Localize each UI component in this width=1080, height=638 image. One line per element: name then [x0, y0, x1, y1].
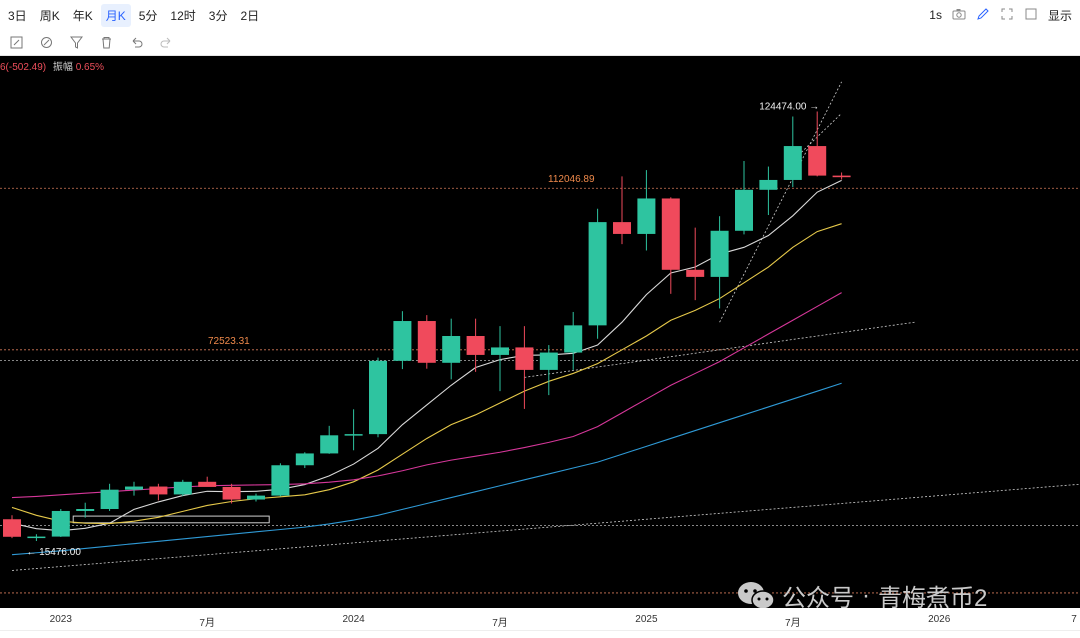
candle-body-0	[3, 519, 21, 537]
candle-body-5	[125, 486, 143, 490]
annotation-0: 124474.00 →	[759, 101, 819, 112]
indicator-strip	[0, 630, 1080, 638]
level-label-1: 72523.31	[208, 336, 250, 347]
candle-body-20	[491, 347, 509, 355]
candle-body-26	[637, 198, 656, 234]
ma-line-0	[11, 179, 842, 532]
candle-body-31	[759, 179, 778, 190]
candle-body-29	[710, 230, 729, 277]
candle-body-23	[564, 325, 583, 353]
candle-body-22	[539, 352, 558, 370]
interval-tab-7[interactable]: 2日	[240, 8, 260, 23]
ma-line-3	[11, 382, 842, 556]
wechat-icon	[738, 581, 775, 610]
candle-body-9	[222, 486, 241, 500]
watermark-brand: 公众号	[782, 585, 854, 612]
watermark-name: 青梅煮币2	[878, 585, 988, 612]
range-box	[72, 515, 270, 524]
refresh-speed[interactable]: 1s	[929, 8, 942, 22]
annotation-1: ← 15476.00	[26, 547, 81, 558]
candle-body-28	[686, 269, 705, 277]
x-tick-6: 2026	[928, 614, 951, 625]
camera-icon[interactable]	[952, 7, 966, 24]
filter-icon[interactable]	[68, 35, 84, 51]
amplitude-label: 振幅	[52, 62, 73, 73]
candle-body-10	[247, 495, 265, 500]
interval-tab-0[interactable]: 3日	[8, 8, 27, 23]
candle-body-15	[369, 360, 387, 435]
candle-body-8	[198, 481, 217, 487]
redo-icon[interactable]	[158, 35, 174, 51]
interval-tab-2[interactable]: 年K	[72, 8, 93, 23]
candle-body-12	[295, 453, 314, 466]
expand-icon[interactable]	[1000, 7, 1014, 24]
x-tick-7: 7	[1071, 614, 1077, 625]
candle-body-18	[442, 336, 461, 363]
info-line: 6(-502.49) 振幅 0.65%	[0, 58, 104, 73]
price-change: 6(-502.49)	[0, 62, 47, 73]
watermark-separator: ·	[862, 581, 870, 609]
candle-body-1	[27, 536, 46, 539]
candle-body-7	[173, 481, 192, 495]
candle-body-27	[661, 198, 680, 270]
candle-body-24	[588, 222, 607, 326]
brush-icon[interactable]	[38, 35, 54, 51]
interval-tab-5[interactable]: 12时	[170, 8, 196, 23]
ma-line-1	[11, 223, 842, 525]
x-tick-5: 7月	[785, 618, 801, 629]
drawing-toolbar	[0, 30, 1080, 56]
candle-body-17	[417, 321, 436, 363]
candle-body-6	[149, 486, 168, 495]
x-tick-3: 7月	[492, 618, 508, 629]
x-tick-2: 2024	[342, 614, 365, 625]
candle-body-25	[613, 222, 631, 234]
interval-toolbar: 3日 周K 年K 月K 5分 12时 3分 2日 1s 显示	[0, 0, 1080, 30]
candle-body-2	[51, 510, 70, 537]
candle-body-32	[783, 146, 802, 180]
candle-body-19	[466, 336, 485, 355]
candle-body-21	[515, 347, 534, 370]
candle-body-4	[100, 489, 119, 509]
pencil-icon[interactable]	[976, 7, 990, 24]
trash-icon[interactable]	[98, 35, 114, 51]
edit-icon[interactable]	[8, 35, 24, 51]
fullscreen-icon[interactable]	[1024, 7, 1038, 24]
display-button[interactable]: 显示	[1047, 8, 1072, 23]
trend-line-1	[524, 321, 915, 378]
chart-area[interactable]: 112046.89 72523.31 124474.00 → ← 15476.00	[0, 56, 1080, 608]
interval-tab-4[interactable]: 5分	[138, 8, 158, 23]
x-axis: 2023 7月 2024 7月 2025 7月 2026 7	[0, 608, 1080, 630]
watermark: 公众号 · 青梅煮币2	[736, 578, 987, 613]
undo-icon[interactable]	[128, 35, 144, 51]
amplitude-value: 0.65%	[75, 62, 105, 73]
candle-body-13	[320, 435, 339, 454]
candle-body-34	[832, 175, 851, 178]
candlestick-chart[interactable]: 112046.89 72523.31 124474.00 → ← 15476.00	[0, 56, 1080, 608]
interval-tab-1[interactable]: 周K	[39, 8, 60, 23]
candle-body-33	[808, 146, 827, 176]
candle-body-30	[735, 189, 753, 231]
x-tick-0: 2023	[49, 614, 72, 625]
topbar-actions: 1s 显示	[929, 7, 1080, 24]
interval-tab-3[interactable]: 月K	[100, 3, 131, 27]
candle-body-14	[344, 434, 363, 436]
x-tick-4: 2025	[635, 614, 658, 625]
candle-body-16	[393, 321, 412, 361]
x-tick-1: 7月	[199, 618, 215, 629]
candle-body-3	[76, 508, 95, 511]
candle-body-11	[271, 465, 290, 496]
interval-tab-6[interactable]: 3分	[208, 8, 228, 23]
trend-line-2	[719, 81, 842, 323]
level-label-0: 112046.89	[548, 174, 595, 185]
